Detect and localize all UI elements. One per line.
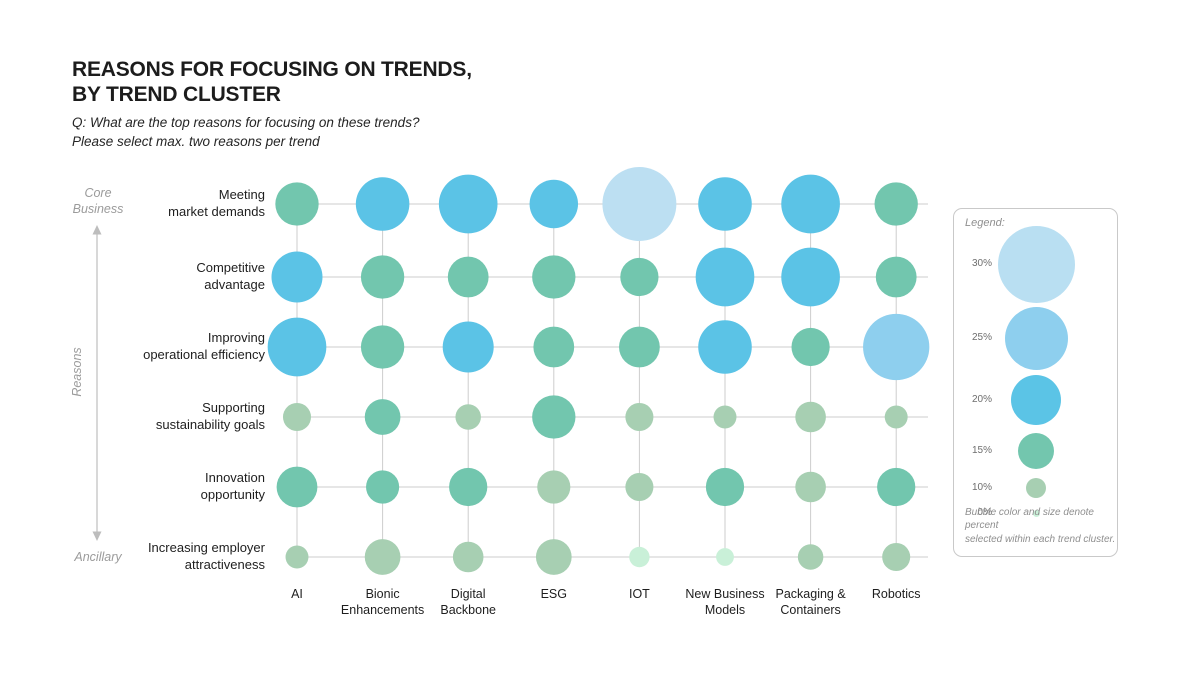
legend-bubble xyxy=(1026,478,1046,498)
bubble xyxy=(452,541,484,573)
bubble xyxy=(285,545,309,569)
legend-bubble xyxy=(1032,509,1040,517)
bubble xyxy=(877,467,916,507)
bubble xyxy=(874,182,918,226)
bubble xyxy=(537,470,571,504)
bubble xyxy=(791,327,830,367)
bubble xyxy=(267,317,327,377)
bubble xyxy=(447,256,489,298)
arrowhead xyxy=(92,531,102,541)
bubble xyxy=(625,472,654,502)
bubble xyxy=(781,247,840,307)
row-label: Competitive advantage xyxy=(196,260,265,292)
bubble xyxy=(282,402,312,432)
bubble xyxy=(698,177,752,231)
ancillary-axis-label: Ancillary xyxy=(74,550,122,564)
bubble xyxy=(438,174,498,234)
column-label: IOT xyxy=(628,587,650,601)
row-label: Increasing employer attractiveness xyxy=(147,540,265,572)
bubble xyxy=(716,548,734,566)
row-label: Improving operational efficiency xyxy=(143,330,265,362)
bubble xyxy=(529,179,579,229)
bubble xyxy=(795,471,826,503)
bubble xyxy=(875,256,917,298)
column-label: Bionic Enhancements xyxy=(340,587,425,618)
bubble xyxy=(795,401,826,433)
row-label: Meeting market demands xyxy=(168,187,265,219)
page-title: REASONS FOR FOCUSING ON TRENDS, BY TREND… xyxy=(72,58,472,107)
bubble xyxy=(797,544,824,570)
column-label: Packaging & Containers xyxy=(775,587,846,618)
legend-bubble xyxy=(1004,306,1068,370)
bubble xyxy=(535,539,572,575)
bubble xyxy=(533,326,575,368)
bubble xyxy=(449,467,488,507)
bubble xyxy=(366,470,400,504)
bubble xyxy=(629,546,650,568)
bubble xyxy=(532,395,576,439)
legend-value-label: 10% xyxy=(971,482,992,493)
legend-value-label: 30% xyxy=(971,258,992,269)
bubble xyxy=(275,182,319,226)
bubble xyxy=(442,321,494,373)
column-label: New Business Models xyxy=(685,587,765,618)
bubble xyxy=(705,467,745,507)
bubble xyxy=(625,402,654,432)
reasons-axis-label: Reasons xyxy=(70,347,85,397)
legend-value-label: 15% xyxy=(971,445,992,456)
column-label: ESG xyxy=(540,587,567,601)
legend-box: Legend: 30% 25% 20% 15% 10% 0% Bubble color a… xyxy=(953,208,1118,557)
legend-title: Legend: xyxy=(965,217,1005,229)
bubble xyxy=(360,255,405,299)
bubble xyxy=(360,325,405,369)
survey-question-subtitle: Q: What are the top reasons for focusing… xyxy=(72,115,420,149)
bubble xyxy=(602,167,677,241)
bubble xyxy=(884,405,908,429)
bubble xyxy=(455,404,481,430)
bubble xyxy=(355,177,410,231)
bubble xyxy=(276,466,318,508)
legend-bubble xyxy=(997,225,1075,303)
bubble xyxy=(364,399,401,435)
column-label: Digital Backbone xyxy=(440,587,496,618)
bubble xyxy=(781,174,840,234)
arrowhead xyxy=(92,225,102,235)
row-label: Supporting sustainability goals xyxy=(155,400,265,432)
column-label: AI xyxy=(291,587,303,601)
legend-value-label: 25% xyxy=(971,332,992,343)
bubble xyxy=(620,257,659,297)
column-label: Robotics xyxy=(871,587,921,601)
legend-caption: Bubble color and size denote percent sel… xyxy=(965,506,1116,545)
bubble xyxy=(882,542,911,572)
legend-bubble xyxy=(1011,375,1061,425)
bubble xyxy=(532,255,576,299)
legend-value-label: 20% xyxy=(971,394,992,405)
legend-value-label: 0% xyxy=(977,507,992,518)
bubble xyxy=(619,326,660,368)
legend-bubble xyxy=(1018,433,1054,469)
bubble xyxy=(364,539,401,575)
bubble xyxy=(713,405,737,429)
bubble xyxy=(695,247,755,307)
core-business-axis-label: Core Business xyxy=(72,186,124,216)
bubble xyxy=(863,313,930,381)
row-label: Innovation opportunity xyxy=(200,470,265,502)
bubble xyxy=(271,251,323,303)
bubble xyxy=(698,320,752,374)
